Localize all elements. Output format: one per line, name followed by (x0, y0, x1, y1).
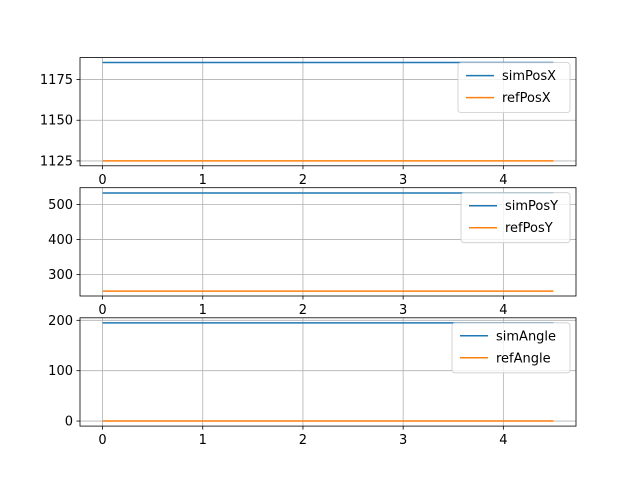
y-tick-label: 500 (48, 198, 73, 213)
y-tick-label: 100 (48, 364, 73, 379)
x-tick-label: 1 (199, 433, 207, 448)
x-tick-label: 3 (399, 303, 407, 318)
axes-frame-1 (79, 57, 577, 167)
x-tick-label: 2 (299, 173, 307, 188)
axes-frame-2 (79, 187, 577, 297)
x-tick-label: 4 (499, 173, 507, 188)
legend-label-simPosX: simPosX (502, 69, 556, 84)
y-tick-label: 300 (48, 268, 73, 283)
x-tick-label: 0 (98, 303, 106, 318)
y-tick-label: 1125 (40, 154, 73, 169)
y-tick-label: 0 (65, 415, 73, 430)
legend-label-simPosY: simPosY (505, 199, 558, 214)
legend-label-simAngle: simAngle (496, 329, 556, 344)
x-tick-label: 4 (499, 303, 507, 318)
legend-1: simPosX refPosX (457, 62, 571, 113)
subplot-3: 0 1 2 3 4 0 100 200 simAngle refAngle (48, 314, 577, 448)
x-tick-label: 2 (299, 433, 307, 448)
legend-label-refPosX: refPosX (502, 91, 551, 106)
x-tick-label: 3 (399, 433, 407, 448)
legend-label-refPosY: refPosY (505, 221, 553, 236)
subplot-1: 0 1 2 3 4 1125 1150 1175 simPosX refPosX (40, 57, 577, 188)
y-tick-label: 1150 (40, 114, 73, 129)
x-tick-label: 0 (98, 433, 106, 448)
y-tick-label: 200 (48, 314, 73, 329)
legend-3: simAngle refAngle (451, 322, 571, 374)
x-tick-label: 1 (199, 173, 207, 188)
axes-frame-3 (79, 317, 577, 427)
y-tick-label: 1175 (40, 73, 73, 88)
subplot-2: 0 1 2 3 4 300 400 500 simPosY refPosY (48, 187, 577, 318)
x-tick-label: 0 (98, 173, 106, 188)
legend-label-refAngle: refAngle (496, 351, 551, 366)
y-tick-label: 400 (48, 233, 73, 248)
x-tick-label: 1 (199, 303, 207, 318)
x-tick-label: 3 (399, 173, 407, 188)
x-tick-label: 2 (299, 303, 307, 318)
legend-2: simPosY refPosY (460, 192, 571, 244)
x-tick-label: 4 (499, 433, 507, 448)
